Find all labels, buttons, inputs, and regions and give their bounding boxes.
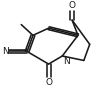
Text: N: N xyxy=(2,47,9,56)
Text: N: N xyxy=(63,57,70,66)
Text: O: O xyxy=(45,78,52,87)
Text: O: O xyxy=(69,1,76,10)
